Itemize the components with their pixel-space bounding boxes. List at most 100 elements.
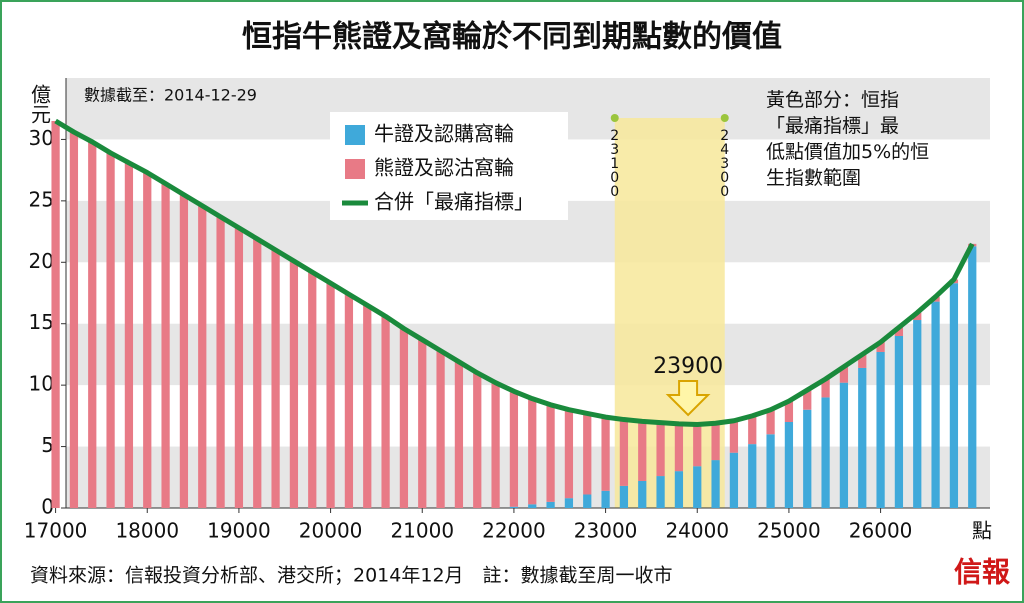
bar [858,354,867,368]
x-tick-label: 20000 [299,519,363,543]
y-tick-label: 25 [29,187,54,211]
bar [289,261,299,508]
annotation-label: 23900 [653,354,723,379]
bar [363,305,372,508]
y-tick-label: 5 [41,433,54,457]
bar [876,351,885,508]
bar [179,194,189,508]
bar [821,379,830,398]
x-tick-label: 26000 [849,519,913,543]
bar [619,485,629,508]
bar [234,227,244,508]
bar [473,372,482,508]
bar [528,504,537,508]
band-label: 23100 [607,128,623,198]
bar [766,434,775,508]
x-tick-label: 21000 [390,519,454,543]
bar [784,422,794,508]
x-tick-label: 25000 [757,519,821,543]
bar [344,294,354,508]
bar [931,301,940,508]
x-unit-label: 點 [972,519,992,543]
bar [674,423,684,472]
bar [69,132,79,509]
bar [381,316,390,508]
bar [711,460,720,508]
y-tick-label: 30 [29,126,54,150]
bar [858,367,867,508]
bar [124,162,134,508]
annotation-arrow [665,380,711,417]
bar [509,391,519,507]
bar [693,466,702,508]
bar [803,409,812,508]
bar [656,422,665,477]
bar [803,390,812,410]
bar [913,320,922,508]
x-tick-label: 18000 [115,519,179,543]
bar [491,382,500,508]
legend-label: 熊證及認沽窩輪 [374,156,514,180]
bar [913,312,922,321]
bar [748,444,757,508]
y-tick-label: 0 [41,495,54,519]
legend-label: 合併「最痛指標」 [374,190,534,214]
y-tick-label: 15 [29,310,54,334]
legend-box [330,112,568,220]
bar [436,350,445,508]
bar [271,250,280,508]
bar [198,205,207,508]
bar [638,480,647,508]
logo: 信報 [954,556,1011,589]
x-tick-label: 24000 [665,519,729,543]
bar [546,404,555,502]
bar [729,420,739,453]
bar [546,501,555,508]
bar [528,398,537,505]
y-axis-label: 億元 [28,84,52,124]
bar [821,397,830,508]
bar [564,498,574,508]
bar [656,476,665,508]
band-dot [610,114,619,122]
bar [839,366,849,383]
total-line [54,118,975,427]
bar [216,216,225,509]
x-tick-label: 17000 [24,519,88,543]
bar [143,172,152,508]
highlight-band [614,118,725,508]
bar [876,342,885,352]
chart-title: 恒指牛熊證及窩輪於不同到期點數的價值 [242,20,782,55]
x-tick-label: 19000 [207,519,271,543]
bar [564,409,574,499]
bar [674,471,684,508]
x-tick-label: 23000 [574,519,638,543]
bar [619,419,629,486]
bar [418,339,427,508]
legend-label: 牛證及認購窩輪 [374,122,514,146]
bar [454,361,464,508]
bar [509,506,519,508]
bar [308,272,317,508]
bar [51,121,60,508]
bar [399,328,409,508]
bar [894,336,904,508]
bar [766,409,775,435]
source-note: 資料來源：信報投資分析部、港交所；2014年12月 註：數據截至周一收市 [30,565,673,587]
band-note: 黃色部分：恒指「最痛指標」最低點價值加5%的恒生指數範圍 [766,89,929,189]
x-tick-label: 22000 [482,519,546,543]
band-dot [720,114,729,122]
legend-swatch [345,125,365,145]
bar [161,183,170,508]
bar [601,490,610,508]
band-label: 24300 [717,128,733,198]
bar [968,246,977,509]
legend-swatch [345,159,365,179]
bar [839,382,849,508]
bar [88,141,97,508]
bar [784,401,794,422]
bar [326,283,335,508]
bar [894,327,904,336]
y-tick-label: 10 [29,372,54,396]
